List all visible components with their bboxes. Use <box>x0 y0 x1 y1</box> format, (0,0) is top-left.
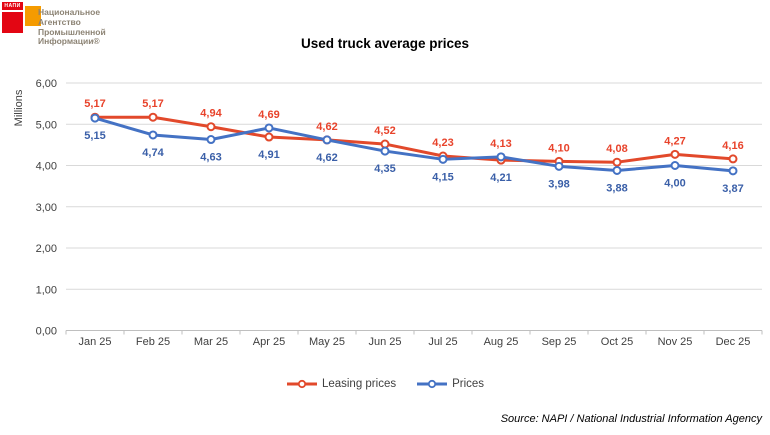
svg-text:5,00: 5,00 <box>36 119 57 131</box>
svg-text:3,00: 3,00 <box>36 202 57 214</box>
logo-text: Национальное Агентство Промышленной Инфо… <box>38 7 106 47</box>
svg-text:4,63: 4,63 <box>200 152 221 164</box>
svg-text:Aug 25: Aug 25 <box>484 336 519 348</box>
svg-text:Apr 25: Apr 25 <box>253 336 285 348</box>
svg-text:4,35: 4,35 <box>374 163 395 175</box>
prices-line-swatch <box>417 379 448 389</box>
logo-line-1: Национальное <box>38 7 101 17</box>
svg-text:Oct 25: Oct 25 <box>601 336 633 348</box>
chart-title: Used truck average prices <box>300 36 470 51</box>
logo-line-2: Агентство <box>38 16 81 27</box>
svg-text:May 25: May 25 <box>309 336 345 348</box>
svg-text:3,88: 3,88 <box>606 182 627 194</box>
svg-text:4,21: 4,21 <box>490 172 511 184</box>
svg-text:4,00: 4,00 <box>36 161 57 173</box>
svg-text:Jul 25: Jul 25 <box>428 336 457 348</box>
svg-text:3,98: 3,98 <box>548 178 569 190</box>
svg-text:3,87: 3,87 <box>722 183 743 195</box>
legend-label-prices: Prices <box>452 378 485 390</box>
svg-text:4,13: 4,13 <box>490 138 511 150</box>
svg-text:Millions: Millions <box>13 89 25 126</box>
napi-logo: НАПИ Национальное Агентство Промышленной… <box>0 0 150 56</box>
logo-line-3: Промышленной <box>38 26 106 37</box>
svg-text:4,62: 4,62 <box>316 152 337 164</box>
legend-label-leasing: Leasing prices <box>321 378 397 390</box>
svg-text:Jun 25: Jun 25 <box>368 336 401 348</box>
svg-text:5,17: 5,17 <box>84 98 105 110</box>
logo-red-square <box>2 12 23 33</box>
svg-text:5,17: 5,17 <box>142 98 163 110</box>
svg-text:2,00: 2,00 <box>36 243 57 255</box>
legend-item-prices[interactable]: Prices <box>416 378 484 390</box>
svg-text:Feb 25: Feb 25 <box>136 336 170 348</box>
svg-text:4,52: 4,52 <box>374 125 395 137</box>
svg-text:4,69: 4,69 <box>258 109 279 121</box>
svg-text:4,62: 4,62 <box>316 121 337 133</box>
svg-text:Dec 25: Dec 25 <box>716 336 751 348</box>
svg-text:4,08: 4,08 <box>606 143 627 155</box>
legend-item-leasing-prices[interactable]: Leasing prices <box>286 378 396 390</box>
svg-text:Nov 25: Nov 25 <box>658 336 693 348</box>
svg-text:4,15: 4,15 <box>432 171 453 183</box>
svg-text:4,74: 4,74 <box>142 147 164 159</box>
svg-text:6,00: 6,00 <box>36 78 57 90</box>
svg-text:4,94: 4,94 <box>200 108 222 120</box>
svg-text:4,00: 4,00 <box>664 178 685 190</box>
svg-text:4,10: 4,10 <box>548 142 569 154</box>
svg-text:4,23: 4,23 <box>432 137 453 149</box>
svg-text:Jan 25: Jan 25 <box>78 336 111 348</box>
legend: Leasing prices Prices <box>0 378 770 390</box>
svg-text:Mar 25: Mar 25 <box>194 336 228 348</box>
svg-text:4,91: 4,91 <box>258 149 279 161</box>
source-note: Source: NAPI / National Industrial Infor… <box>500 413 762 425</box>
logo-line-4: Информации® <box>38 36 100 47</box>
svg-text:1,00: 1,00 <box>36 284 57 296</box>
svg-text:5,15: 5,15 <box>84 130 105 142</box>
svg-text:4,16: 4,16 <box>722 140 743 152</box>
svg-text:0,00: 0,00 <box>36 326 57 338</box>
svg-text:4,27: 4,27 <box>664 135 685 147</box>
svg-text:Sep 25: Sep 25 <box>542 336 577 348</box>
napi-badge: НАПИ <box>2 2 23 10</box>
leasing-line-swatch <box>286 379 317 389</box>
logo-orange-square <box>25 6 41 26</box>
